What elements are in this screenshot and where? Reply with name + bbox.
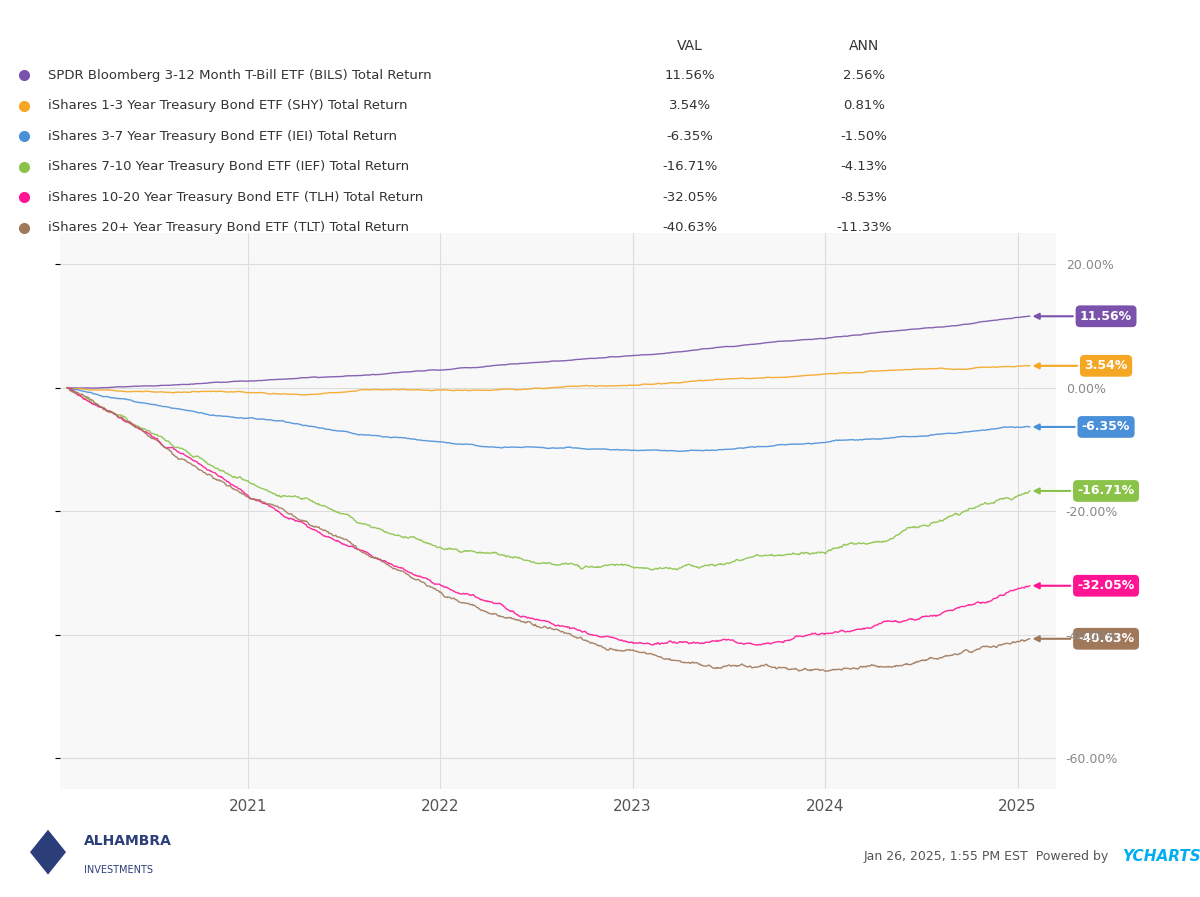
- Text: INVESTMENTS: INVESTMENTS: [84, 865, 154, 875]
- Text: 2.56%: 2.56%: [842, 69, 886, 82]
- Text: -1.50%: -1.50%: [840, 130, 888, 143]
- Text: -11.33%: -11.33%: [836, 222, 892, 234]
- Text: -6.35%: -6.35%: [666, 130, 714, 143]
- Text: iShares 1-3 Year Treasury Bond ETF (SHY) Total Return: iShares 1-3 Year Treasury Bond ETF (SHY)…: [48, 100, 408, 112]
- Text: SPDR Bloomberg 3-12 Month T-Bill ETF (BILS) Total Return: SPDR Bloomberg 3-12 Month T-Bill ETF (BI…: [48, 69, 432, 82]
- Text: 0.81%: 0.81%: [842, 100, 886, 112]
- Text: Jan 26, 2025, 1:55 PM EST  Powered by: Jan 26, 2025, 1:55 PM EST Powered by: [864, 850, 1114, 863]
- Text: -32.05%: -32.05%: [662, 191, 718, 204]
- Text: -32.05%: -32.05%: [1034, 579, 1135, 592]
- Text: -4.13%: -4.13%: [840, 161, 888, 173]
- Text: iShares 7-10 Year Treasury Bond ETF (IEF) Total Return: iShares 7-10 Year Treasury Bond ETF (IEF…: [48, 161, 409, 173]
- Text: -40.63%: -40.63%: [662, 222, 718, 234]
- Text: -16.71%: -16.71%: [662, 161, 718, 173]
- Text: 11.56%: 11.56%: [665, 69, 715, 82]
- Polygon shape: [30, 830, 66, 875]
- Text: 3.54%: 3.54%: [1034, 360, 1128, 372]
- Text: ANN: ANN: [848, 39, 880, 53]
- Text: -8.53%: -8.53%: [840, 191, 888, 204]
- Text: iShares 10-20 Year Treasury Bond ETF (TLH) Total Return: iShares 10-20 Year Treasury Bond ETF (TL…: [48, 191, 424, 204]
- Text: 11.56%: 11.56%: [1034, 309, 1132, 323]
- Text: VAL: VAL: [677, 39, 703, 53]
- Text: -16.71%: -16.71%: [1034, 484, 1135, 498]
- Text: 3.54%: 3.54%: [668, 100, 712, 112]
- Text: ALHAMBRA: ALHAMBRA: [84, 834, 172, 849]
- Text: -40.63%: -40.63%: [1034, 632, 1135, 645]
- Text: iShares 3-7 Year Treasury Bond ETF (IEI) Total Return: iShares 3-7 Year Treasury Bond ETF (IEI)…: [48, 130, 397, 143]
- Text: iShares 20+ Year Treasury Bond ETF (TLT) Total Return: iShares 20+ Year Treasury Bond ETF (TLT)…: [48, 222, 409, 234]
- Text: -6.35%: -6.35%: [1034, 421, 1130, 433]
- Text: YCHARTS: YCHARTS: [1122, 849, 1200, 864]
